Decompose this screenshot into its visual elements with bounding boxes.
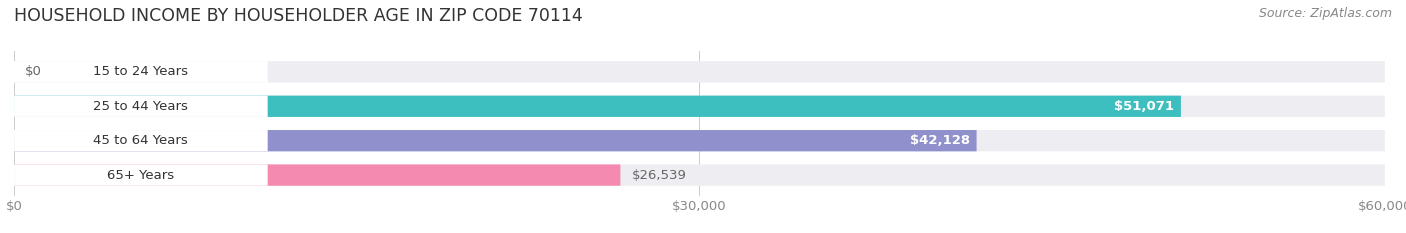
Text: $42,128: $42,128 xyxy=(910,134,970,147)
Text: Source: ZipAtlas.com: Source: ZipAtlas.com xyxy=(1258,7,1392,20)
FancyBboxPatch shape xyxy=(14,130,267,151)
FancyBboxPatch shape xyxy=(14,61,1385,82)
Text: 15 to 24 Years: 15 to 24 Years xyxy=(93,65,188,78)
FancyBboxPatch shape xyxy=(14,164,620,186)
FancyBboxPatch shape xyxy=(14,164,1385,186)
Text: $51,071: $51,071 xyxy=(1114,100,1174,113)
Text: $26,539: $26,539 xyxy=(631,169,686,182)
Text: 25 to 44 Years: 25 to 44 Years xyxy=(93,100,188,113)
FancyBboxPatch shape xyxy=(14,164,267,186)
FancyBboxPatch shape xyxy=(14,61,267,82)
FancyBboxPatch shape xyxy=(14,130,1385,151)
FancyBboxPatch shape xyxy=(14,96,1181,117)
Text: 45 to 64 Years: 45 to 64 Years xyxy=(93,134,188,147)
Text: $0: $0 xyxy=(25,65,42,78)
FancyBboxPatch shape xyxy=(14,96,267,117)
FancyBboxPatch shape xyxy=(14,96,1385,117)
Text: HOUSEHOLD INCOME BY HOUSEHOLDER AGE IN ZIP CODE 70114: HOUSEHOLD INCOME BY HOUSEHOLDER AGE IN Z… xyxy=(14,7,583,25)
Text: 65+ Years: 65+ Years xyxy=(107,169,174,182)
FancyBboxPatch shape xyxy=(14,130,977,151)
